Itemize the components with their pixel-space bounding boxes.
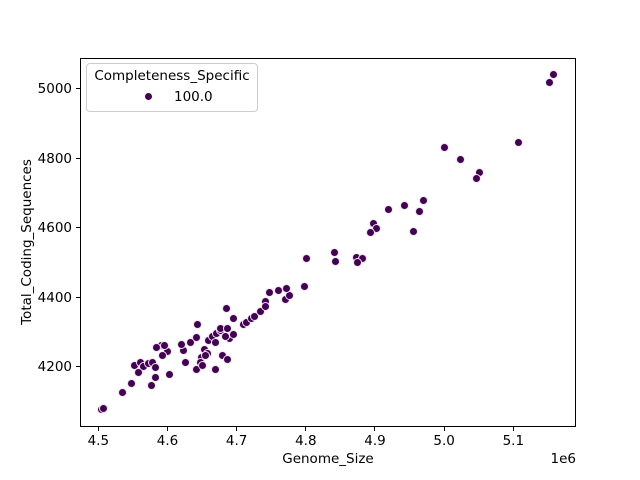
data-point [191, 365, 201, 375]
data-point [513, 137, 523, 147]
data-point [439, 143, 449, 153]
x-tick-label: 5.0 [433, 433, 455, 450]
x-tick-label: 4.8 [295, 433, 317, 450]
data-point [352, 257, 362, 267]
data-point [210, 337, 220, 347]
data-point [228, 330, 238, 340]
data-point [331, 256, 341, 266]
data-point [301, 253, 311, 263]
data-point [157, 350, 167, 360]
legend-entry-label: 100.0 [174, 89, 213, 105]
data-point [282, 284, 292, 294]
y-tick-label: 4600 [37, 220, 72, 237]
data-point [198, 360, 208, 370]
data-point [150, 363, 160, 373]
plot-area [80, 57, 576, 428]
y-tick-mark [76, 296, 80, 298]
x-tick-label: 5.1 [502, 433, 525, 450]
data-point [408, 226, 418, 236]
data-point [150, 373, 160, 383]
data-point [548, 69, 558, 79]
legend: Completeness_Specific 100.0 [86, 63, 258, 112]
y-tick-label: 5000 [37, 81, 72, 98]
y-tick-mark [76, 157, 80, 159]
data-point [471, 174, 481, 184]
data-point [117, 388, 127, 398]
data-point [365, 227, 375, 237]
data-point [399, 200, 409, 210]
data-point [146, 381, 156, 391]
y-tick-label: 4200 [37, 358, 72, 375]
x-tick-mark [236, 427, 238, 432]
data-point [127, 378, 137, 388]
data-point [260, 301, 270, 311]
data-point [200, 350, 210, 360]
x-tick-mark [97, 427, 99, 432]
data-point [210, 365, 220, 375]
data-point [414, 206, 424, 216]
data-point [185, 337, 195, 347]
data-point [164, 369, 174, 379]
x-tick-mark [512, 427, 514, 432]
y-tick-label: 4400 [37, 289, 72, 306]
data-point [192, 332, 202, 342]
data-point [383, 204, 393, 214]
data-point [222, 304, 232, 314]
data-point [299, 282, 309, 292]
x-tick-mark [374, 427, 376, 432]
x-axis-label: Genome_Size [282, 451, 374, 467]
data-point [181, 357, 191, 367]
x-tick-mark [166, 427, 168, 432]
data-point [228, 314, 238, 324]
data-point [222, 355, 232, 365]
x-tick-mark [443, 427, 445, 432]
x-tick-label: 4.5 [87, 433, 110, 450]
data-point [192, 319, 202, 329]
y-tick-mark [76, 88, 80, 90]
x-tick-label: 4.6 [156, 433, 179, 450]
legend-marker-icon [144, 92, 153, 101]
data-point [255, 307, 265, 317]
data-point [264, 287, 274, 297]
x-tick-label: 4.9 [364, 433, 386, 450]
legend-title: Completeness_Specific [94, 68, 250, 84]
x-axis-offset-label: 1e6 [550, 451, 576, 467]
data-point [133, 367, 143, 377]
y-tick-mark [76, 227, 80, 229]
data-point [329, 247, 339, 257]
data-point [159, 340, 169, 350]
x-tick-label: 4.7 [225, 433, 248, 450]
y-tick-label: 4800 [37, 150, 72, 167]
data-point [249, 311, 259, 321]
y-tick-mark [76, 365, 80, 367]
x-tick-mark [305, 427, 307, 432]
data-point [544, 77, 554, 87]
data-point [455, 155, 465, 165]
data-point [99, 403, 109, 413]
y-axis-label: Total_Coding_Sequences [19, 159, 35, 325]
data-point [418, 196, 428, 206]
